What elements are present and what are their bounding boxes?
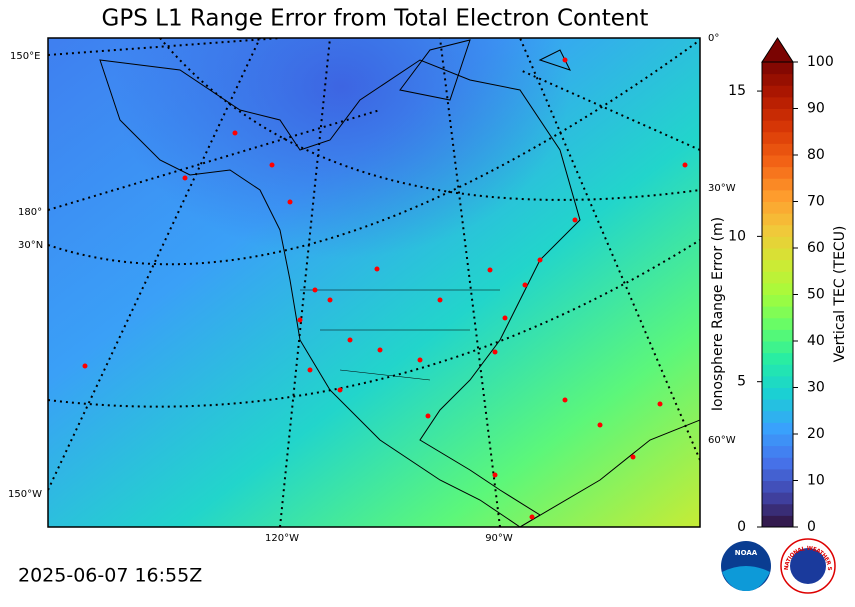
colorbar-band: [762, 108, 793, 121]
colorbar-band: [762, 236, 793, 249]
colorbar-band: [762, 96, 793, 109]
colorbar-band: [762, 434, 793, 447]
colorbar-band: [762, 271, 793, 284]
right-tick-label: 10: [807, 473, 825, 489]
noaa-logo: NOAA: [721, 541, 771, 592]
colorbar-band: [762, 131, 793, 144]
map-label: 120°W: [265, 533, 299, 544]
right-tick-label: 60: [807, 240, 825, 256]
right-tick-label: 40: [807, 333, 825, 349]
map-label: 180°: [18, 207, 42, 218]
colorbar-band: [762, 503, 793, 516]
map-frame: [47, 37, 701, 528]
colorbar-band: [762, 492, 793, 505]
colorbar-band: [762, 468, 793, 481]
map-label: 30°N: [18, 240, 43, 251]
colorbar-band: [762, 120, 793, 133]
colorbar-band: [762, 201, 793, 214]
colorbar-band: [762, 294, 793, 307]
colorbar-band: [762, 306, 793, 319]
colorbar-extend: [761, 37, 794, 63]
map-label: 150°W: [8, 489, 42, 500]
title: GPS L1 Range Error from Total Electron C…: [102, 6, 649, 32]
colorbar-band: [762, 480, 793, 493]
right-tick-label: 30: [807, 380, 825, 396]
left-tick-label: 0: [737, 519, 746, 535]
colorbar-band: [762, 189, 793, 202]
timestamp: 2025-06-07 16:55Z: [18, 565, 202, 587]
map-label: 90°W: [485, 533, 513, 544]
colorbar-band: [762, 515, 793, 528]
colorbar-band: [762, 457, 793, 470]
colorbar-band: [762, 387, 793, 400]
map-label: 60°W: [708, 435, 736, 446]
right-tick-label: 20: [807, 426, 825, 442]
colorbar-band: [762, 155, 793, 168]
map-label: 0°: [708, 33, 719, 44]
right-tick-label: 100: [807, 54, 834, 70]
right-tick-label: 50: [807, 287, 825, 303]
right-tick-label: 90: [807, 101, 825, 117]
colorbar-band: [762, 248, 793, 261]
map-label: 30°W: [708, 183, 736, 194]
colorbar-band: [762, 399, 793, 412]
right-tick-label: 0: [807, 519, 816, 535]
right-axis-label: Vertical TEC (TECU): [832, 226, 848, 363]
colorbar-band: [762, 85, 793, 98]
colorbar-band: [762, 445, 793, 458]
left-axis-label: Ionosphere Range Error (m): [710, 217, 726, 411]
colorbar-band: [762, 364, 793, 377]
colorbar-band: [762, 410, 793, 423]
colorbar-band: [762, 282, 793, 295]
left-tick-label: 15: [728, 83, 746, 99]
colorbar-band: [762, 317, 793, 330]
colorbar-band: [762, 341, 793, 354]
colorbar-band: [762, 143, 793, 156]
map-label: 150°E: [10, 51, 40, 62]
colorbar-band: [762, 259, 793, 272]
colorbar-band: [762, 213, 793, 226]
colorbar-band: [762, 224, 793, 237]
left-tick-label: 5: [737, 374, 746, 390]
colorbar-band: [762, 166, 793, 179]
left-tick-label: 10: [728, 228, 746, 244]
colorbar-band: [762, 352, 793, 365]
colorbar-band: [762, 329, 793, 342]
colorbar-band: [762, 73, 793, 86]
right-tick-label: 80: [807, 147, 825, 163]
colorbar-band: [762, 178, 793, 191]
right-tick-label: 70: [807, 194, 825, 210]
colorbar-band: [762, 375, 793, 388]
map: [48, 38, 700, 527]
colorbar-band: [762, 62, 793, 75]
colorbar-band: [762, 422, 793, 435]
noaa-text: NOAA: [735, 549, 758, 557]
